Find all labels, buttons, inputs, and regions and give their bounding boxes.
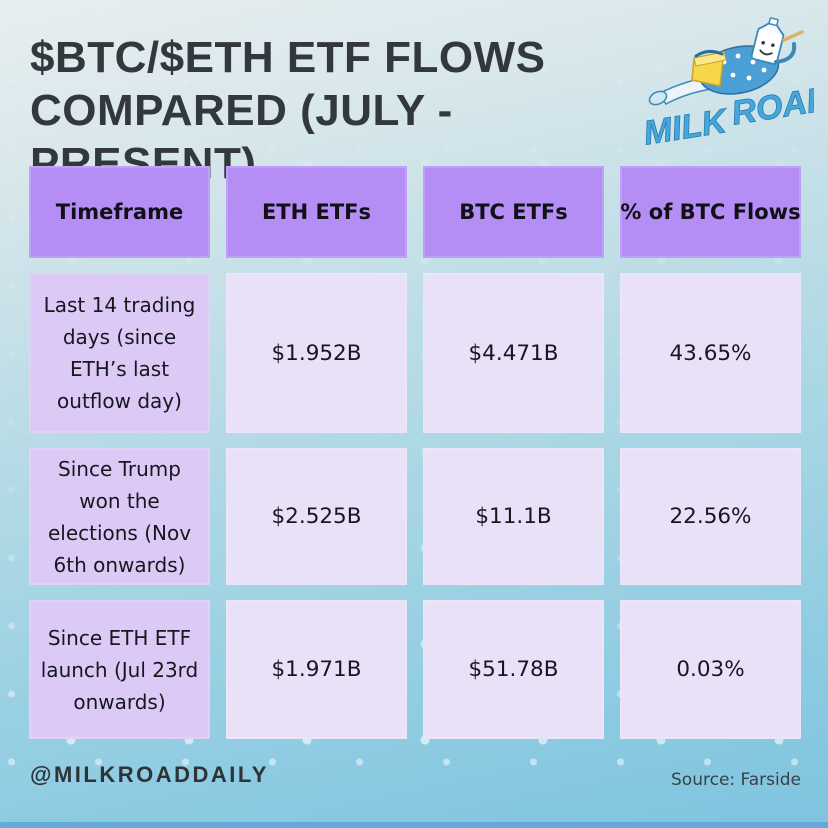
column-header-pct-of-btc-flows: % of BTC Flows bbox=[620, 166, 801, 258]
row1-timeframe: Last 14 trading days (since ETH’s last o… bbox=[29, 273, 210, 433]
column-header-eth-etfs: ETH ETFs bbox=[226, 166, 407, 258]
row2-timeframe: Since Trump won the elections (Nov 6th o… bbox=[29, 448, 210, 585]
row3-timeframe: Since ETH ETF launch (Jul 23rd onwards) bbox=[29, 600, 210, 739]
source-attribution: Source: Farside bbox=[671, 770, 801, 790]
row1-pct-value: 43.65% bbox=[620, 273, 801, 433]
row2-pct-value: 22.56% bbox=[620, 448, 801, 585]
column-header-timeframe: Timeframe bbox=[29, 166, 210, 258]
milk-carton-character bbox=[648, 17, 804, 106]
social-handle: @MILKROADDAILY bbox=[30, 762, 269, 787]
row2-btc-value: $11.1B bbox=[423, 448, 604, 585]
etf-flows-table: Timeframe ETH ETFs BTC ETFs % of BTC Flo… bbox=[29, 166, 801, 739]
bottom-edge-strip bbox=[0, 822, 828, 828]
logo-word-milk: MILK bbox=[641, 102, 731, 152]
row3-eth-value: $1.971B bbox=[226, 600, 407, 739]
column-header-btc-etfs: BTC ETFs bbox=[423, 166, 604, 258]
row1-btc-value: $4.471B bbox=[423, 273, 604, 433]
row2-eth-value: $2.525B bbox=[226, 448, 407, 585]
title-line-1: $BTC/$ETH ETF FLOWS bbox=[30, 33, 546, 82]
row1-eth-value: $1.952B bbox=[226, 273, 407, 433]
row3-btc-value: $51.78B bbox=[423, 600, 604, 739]
milk-road-logo: MILK ROAD bbox=[641, 17, 814, 152]
row3-pct-value: 0.03% bbox=[620, 600, 801, 739]
